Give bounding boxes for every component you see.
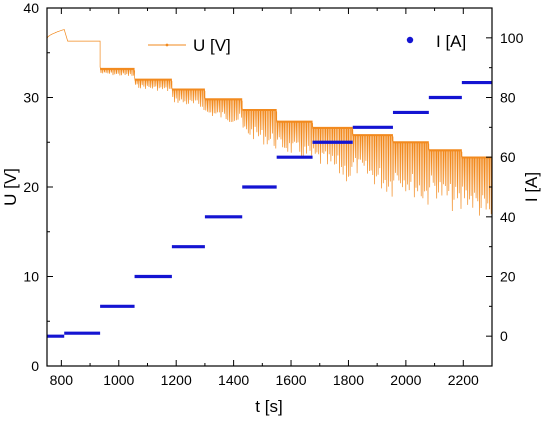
x-axis-title: t [s] <box>255 397 282 416</box>
legend-u-marker <box>165 43 169 47</box>
y-left-tick-label: 40 <box>23 0 39 16</box>
series-layer <box>47 29 492 338</box>
y-right-axis-title: I [A] <box>522 172 541 202</box>
y-right-tick-label: 100 <box>500 30 524 46</box>
x-tick-label: 1400 <box>218 372 249 388</box>
legend-u-label: U [V] <box>193 36 231 55</box>
y-left-tick-label: 20 <box>23 179 39 195</box>
x-tick-label: 2200 <box>448 372 479 388</box>
legend-i-marker <box>406 36 414 44</box>
x-tick-label: 1200 <box>161 372 192 388</box>
y-left-axis-title: U [V] <box>1 168 20 206</box>
y-left-tick-label: 10 <box>23 269 39 285</box>
x-tick-label: 1600 <box>275 372 306 388</box>
x-tick-label: 1000 <box>103 372 134 388</box>
y-right-tick-label: 20 <box>500 269 516 285</box>
y-left-tick-label: 30 <box>23 90 39 106</box>
x-tick-label: 800 <box>50 372 74 388</box>
y-right-tick-label: 80 <box>500 90 516 106</box>
x-tick-label: 1800 <box>333 372 364 388</box>
y-left-tick-label: 0 <box>31 358 39 374</box>
legend-i-label: I [A] <box>436 32 466 51</box>
legend: U [V] I [A] <box>148 32 466 55</box>
ticks-layer: 800 1000 1200 1400 1600 1800 2000 2200010203040… <box>23 0 523 388</box>
y-right-tick-label: 60 <box>500 149 516 165</box>
y-right-tick-label: 40 <box>500 209 516 225</box>
x-tick-label: 2000 <box>390 372 421 388</box>
y-right-tick-label: 0 <box>500 328 508 344</box>
